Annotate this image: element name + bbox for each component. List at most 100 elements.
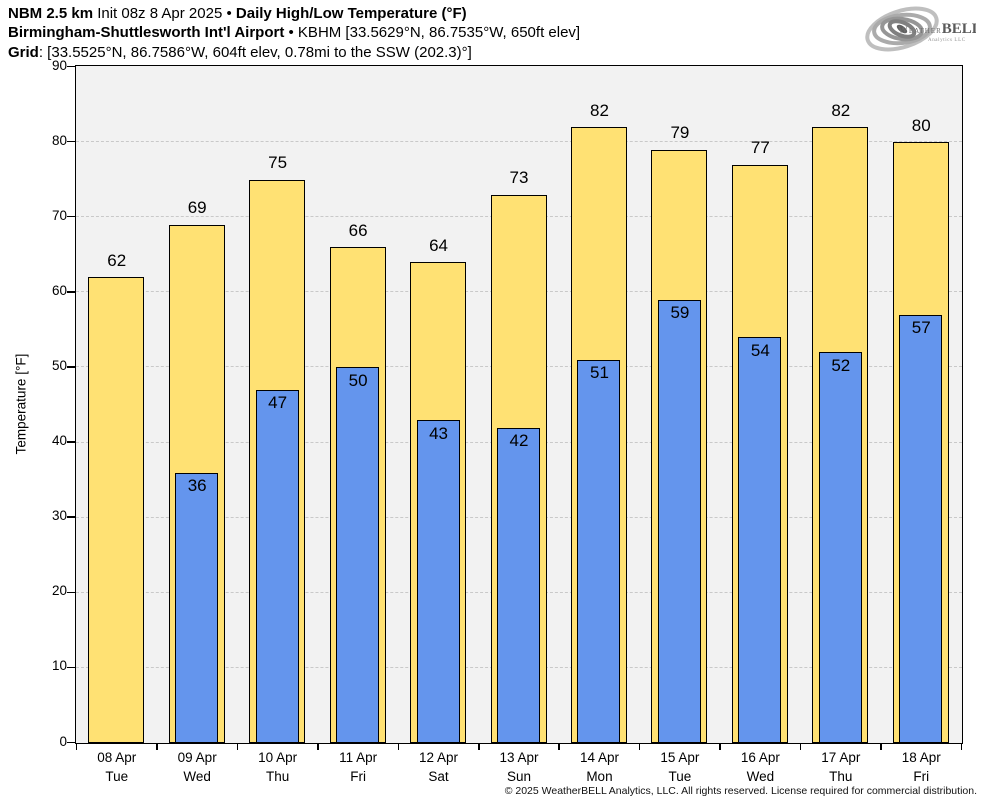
bar-low bbox=[175, 472, 219, 743]
y-tick-label: 10 bbox=[51, 658, 67, 674]
y-tick-mark bbox=[67, 65, 75, 68]
bar-low-value: 36 bbox=[187, 476, 207, 496]
y-tick-mark bbox=[67, 666, 75, 669]
title-line-2: Birmingham-Shuttlesworth Int'l Airport •… bbox=[8, 23, 580, 42]
logo-word-bell: BELL bbox=[942, 21, 976, 37]
x-day-weekday: Fri bbox=[913, 768, 930, 784]
y-tick-mark bbox=[67, 441, 75, 443]
y-tick-label: 60 bbox=[51, 282, 67, 298]
bar-low-value: 59 bbox=[670, 303, 690, 323]
x-tick-mark bbox=[236, 744, 239, 750]
x-day-label: 15 Apr Tue bbox=[638, 749, 722, 786]
y-tick-label: 50 bbox=[51, 357, 67, 373]
title-line-3: Grid: [33.5525°N, 86.7586°W, 604ft elev,… bbox=[8, 43, 580, 62]
y-tick-label: 40 bbox=[51, 433, 67, 449]
bar-low bbox=[577, 359, 621, 743]
x-day-date: 13 Apr bbox=[499, 750, 539, 765]
bar-low-value: 42 bbox=[509, 431, 529, 451]
bar-high-value: 73 bbox=[509, 168, 529, 188]
airport-name: Birmingham-Shuttlesworth Int'l Airport bbox=[8, 24, 285, 42]
bar-low-value: 43 bbox=[429, 423, 448, 443]
x-day-date: 18 Apr bbox=[901, 750, 941, 765]
plot-area bbox=[75, 65, 963, 744]
model-name: NBM 2.5 km bbox=[8, 5, 94, 22]
x-day-label: 08 Apr Tue bbox=[75, 749, 159, 786]
x-tick-mark bbox=[156, 744, 158, 750]
x-tick-mark bbox=[638, 744, 641, 750]
x-day-weekday: Fri bbox=[350, 768, 366, 784]
x-day-label: 16 Apr Wed bbox=[718, 749, 802, 786]
x-day-label: 17 Apr Thu bbox=[799, 749, 883, 786]
x-day-weekday: Wed bbox=[746, 768, 775, 784]
x-day-date: 11 Apr bbox=[339, 750, 378, 765]
bar-high-value: 77 bbox=[750, 138, 770, 158]
x-day-label: 09 Apr Wed bbox=[155, 749, 239, 786]
x-day-date: 16 Apr bbox=[740, 750, 780, 765]
y-tick-label: 0 bbox=[59, 733, 67, 749]
x-day-label: 11 Apr Fri bbox=[316, 749, 400, 786]
x-tick-mark bbox=[799, 744, 802, 750]
x-day-date: 09 Apr bbox=[177, 750, 217, 765]
x-day-weekday: Sat bbox=[428, 768, 449, 784]
y-tick-label: 70 bbox=[51, 207, 67, 223]
grid-details: : [33.5525°N, 86.7586°W, 604ft elev, 0.7… bbox=[38, 43, 472, 61]
bar-low bbox=[336, 367, 380, 743]
y-tick-mark bbox=[67, 291, 75, 293]
title-line-1: NBM 2.5 km Init 08z 8 Apr 2025 • Daily H… bbox=[8, 4, 580, 23]
y-tick-mark bbox=[67, 140, 75, 143]
x-day-weekday: Thu bbox=[829, 768, 853, 784]
x-tick-mark bbox=[75, 744, 78, 750]
x-day-weekday: Tue bbox=[105, 768, 129, 784]
bar-high-value: 62 bbox=[107, 250, 127, 270]
x-day-date: 14 Apr bbox=[579, 750, 619, 765]
station-info: • KBHM [33.5629°N, 86.7535°W, 650ft elev… bbox=[284, 24, 581, 42]
x-day-label: 12 Apr Sat bbox=[397, 749, 481, 786]
bar-high bbox=[88, 277, 145, 743]
bar-high-value: 66 bbox=[348, 220, 368, 240]
y-tick-label: 30 bbox=[51, 508, 67, 524]
chart-header: NBM 2.5 km Init 08z 8 Apr 2025 • Daily H… bbox=[8, 4, 580, 62]
init-time: Init 08z 8 Apr 2025 • bbox=[93, 5, 236, 22]
bar-high-value: 64 bbox=[429, 235, 448, 255]
x-day-date: 10 Apr bbox=[258, 750, 298, 765]
x-day-label: 13 Apr Sun bbox=[477, 749, 561, 786]
x-tick-mark bbox=[880, 744, 882, 750]
x-tick-mark bbox=[317, 744, 319, 750]
bar-low bbox=[497, 427, 540, 743]
x-tick-mark bbox=[558, 744, 560, 750]
bar-low-value: 54 bbox=[750, 340, 770, 360]
logo-subtext: Analytics LLC bbox=[928, 38, 966, 43]
x-day-date: 17 Apr bbox=[821, 750, 861, 765]
logo-word-weather: Weather bbox=[898, 25, 942, 36]
x-day-label: 10 Apr Thu bbox=[236, 749, 320, 786]
product-name: Daily High/Low Temperature (°F) bbox=[235, 5, 467, 22]
y-tick-mark bbox=[67, 741, 75, 744]
x-day-label: 18 Apr Fri bbox=[879, 749, 963, 786]
x-tick-mark bbox=[960, 744, 963, 750]
y-tick-mark bbox=[67, 215, 75, 218]
x-tick-mark bbox=[397, 744, 400, 750]
bar-low-value: 50 bbox=[348, 370, 368, 390]
y-tick-mark bbox=[67, 591, 75, 594]
x-tick-mark bbox=[478, 744, 480, 750]
x-day-weekday: Thu bbox=[265, 768, 290, 784]
bar-low bbox=[738, 337, 782, 743]
y-tick-label: 90 bbox=[51, 57, 67, 73]
hurricane-swirl-icon bbox=[865, 6, 939, 52]
x-day-weekday: Tue bbox=[668, 768, 692, 784]
bar-high-value: 75 bbox=[268, 153, 288, 173]
x-day-weekday: Wed bbox=[183, 768, 211, 784]
x-day-label: 14 Apr Mon bbox=[557, 749, 641, 786]
x-day-weekday: Sun bbox=[506, 768, 532, 784]
gridline bbox=[76, 141, 962, 143]
bar-low-value: 47 bbox=[268, 393, 288, 413]
bar-low-value: 51 bbox=[589, 363, 609, 383]
x-tick-mark bbox=[719, 744, 721, 750]
bar-low bbox=[818, 352, 862, 743]
bar-low bbox=[899, 314, 943, 743]
bar-high-value: 79 bbox=[670, 123, 690, 143]
y-tick-mark bbox=[67, 366, 75, 368]
bar-low bbox=[255, 389, 299, 743]
bar-low bbox=[657, 299, 701, 743]
